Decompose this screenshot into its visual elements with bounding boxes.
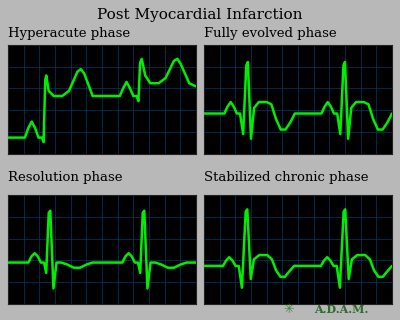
Text: Post Myocardial Infarction: Post Myocardial Infarction bbox=[97, 8, 303, 22]
Text: Hyperacute phase: Hyperacute phase bbox=[8, 27, 130, 40]
Text: Stabilized chronic phase: Stabilized chronic phase bbox=[204, 171, 368, 184]
Text: Fully evolved phase: Fully evolved phase bbox=[204, 27, 337, 40]
Text: A.D.A.M.: A.D.A.M. bbox=[314, 304, 369, 315]
Text: Resolution phase: Resolution phase bbox=[8, 171, 122, 184]
Text: ✳: ✳ bbox=[284, 303, 294, 316]
